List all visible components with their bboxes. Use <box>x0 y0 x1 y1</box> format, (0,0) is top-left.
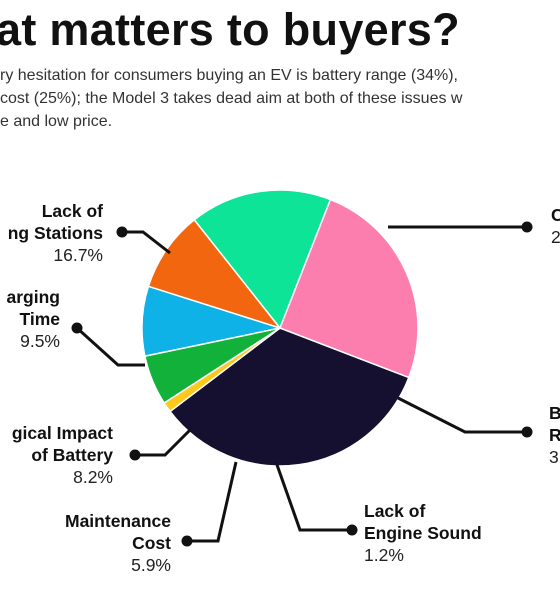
slice-name-line: B <box>549 403 560 423</box>
leader-dot <box>181 535 193 547</box>
leader-dot <box>521 426 533 438</box>
slice-name-line: Lack of <box>364 501 426 521</box>
subtitle-line-2: cost (25%); the Model 3 takes dead aim a… <box>0 90 463 107</box>
slice-label: arging Time 9.5% <box>7 286 60 352</box>
slice-name-line: Engine Sound <box>364 523 482 543</box>
leader-dot <box>129 449 141 461</box>
slice-name-line: gical Impact <box>11 423 113 443</box>
slice-percent: 1.2% <box>364 545 404 565</box>
slice-name-line: C <box>551 205 560 225</box>
leader-dot <box>116 226 128 238</box>
leader-line <box>397 396 527 434</box>
pie-slice <box>279 198 419 379</box>
slice-name-line: R <box>549 425 560 445</box>
slice-name-line: arging <box>6 287 60 307</box>
leader-line <box>135 428 192 457</box>
pie-slice <box>169 327 410 467</box>
subtitle-line-3: e and low price. <box>0 113 113 130</box>
pie-slice <box>193 189 332 330</box>
leader-line <box>75 326 145 367</box>
slice-percent: 5.9% <box>131 555 171 575</box>
slice-percent: 8.2% <box>73 467 113 487</box>
slice-percent: 16.7% <box>53 245 103 265</box>
chart-title: at matters to buyers? <box>0 4 460 55</box>
slice-label: Lack of Engine Sound 1.2% <box>364 500 482 566</box>
leader-line <box>122 230 171 255</box>
slice-name-line: Time <box>19 309 60 329</box>
slice-name-line: of Battery <box>31 445 113 465</box>
leader-dot <box>71 322 83 334</box>
leader-line <box>274 461 352 532</box>
slice-label: Maintenance Cost 5.9% <box>65 510 171 576</box>
slice-label: Lack of ng Stations 16.7% <box>8 200 103 266</box>
chart-subtitle: ry hesitation for consumers buying an EV… <box>0 64 560 133</box>
leader-dot <box>521 221 533 233</box>
slice-percent: 2 <box>551 227 560 247</box>
leader-line <box>187 461 238 543</box>
leader-dot <box>346 524 358 536</box>
slice-name-line: Lack of <box>41 201 103 221</box>
slice-percent: 9.5% <box>20 331 60 351</box>
slice-label: gical Impact of Battery 8.2% <box>12 422 113 488</box>
slice-name-line: ng Stations <box>7 223 103 243</box>
subtitle-line-1: ry hesitation for consumers buying an EV… <box>0 67 458 84</box>
slice-percent: 3 <box>549 447 559 467</box>
slice-name-line: Cost <box>132 533 171 553</box>
slice-name-line: Maintenance <box>65 511 171 531</box>
